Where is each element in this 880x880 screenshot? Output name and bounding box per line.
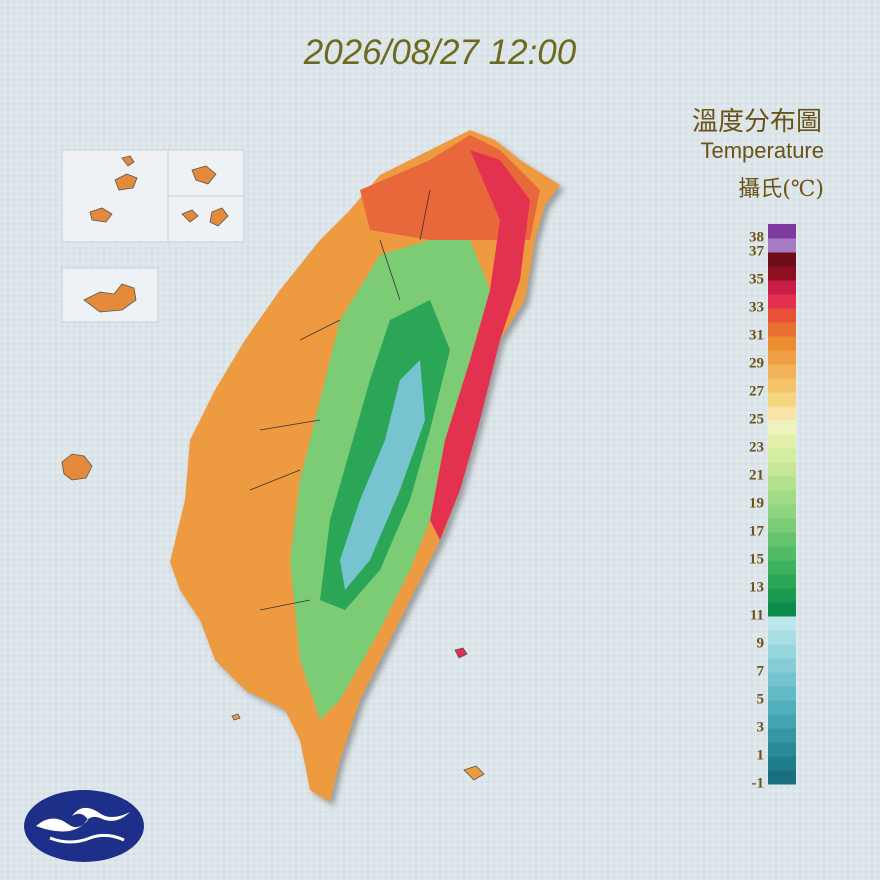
small-islands bbox=[61, 453, 485, 781]
legend-color bbox=[768, 490, 796, 505]
legend-tick-label: 1 bbox=[757, 747, 765, 763]
legend-tick-label: 19 bbox=[749, 495, 764, 511]
legend-tick-label: -1 bbox=[752, 775, 765, 791]
legend-color bbox=[768, 434, 796, 449]
legend-tick-label: 9 bbox=[757, 635, 765, 651]
logo bbox=[24, 790, 144, 862]
legend-color bbox=[768, 406, 796, 421]
legend-tick-label: 21 bbox=[749, 467, 764, 483]
legend-color bbox=[768, 560, 796, 575]
taiwan-island bbox=[170, 130, 560, 802]
map-title: 2026/08/27 12:00 bbox=[303, 33, 577, 72]
legend-color bbox=[768, 294, 796, 309]
legend-color bbox=[768, 728, 796, 743]
legend-color bbox=[768, 462, 796, 477]
legend-color bbox=[768, 266, 796, 281]
legend-color bbox=[768, 280, 796, 295]
legend-tick-label: 13 bbox=[749, 579, 764, 595]
legend-color bbox=[768, 252, 796, 267]
legend-color bbox=[768, 518, 796, 533]
legend-color bbox=[768, 476, 796, 491]
legend-color bbox=[768, 448, 796, 463]
legend-tick-label: 33 bbox=[749, 299, 764, 315]
legend-color bbox=[768, 714, 796, 729]
island-insets bbox=[61, 149, 245, 323]
legend-color bbox=[768, 224, 796, 239]
legend-color bbox=[768, 630, 796, 645]
legend-color bbox=[768, 756, 796, 771]
legend-color bbox=[768, 658, 796, 673]
legend-color bbox=[768, 588, 796, 603]
legend-tick-label: 29 bbox=[749, 355, 764, 371]
legend-tick-label: 31 bbox=[749, 327, 764, 343]
legend-color bbox=[768, 322, 796, 337]
legend-color bbox=[768, 616, 796, 631]
legend-color bbox=[768, 350, 796, 365]
legend-tick-label: 23 bbox=[749, 439, 764, 455]
legend: 溫度分布圖 Temperature 攝氏(℃) 3837353331292725… bbox=[692, 107, 824, 791]
legend-tick-label: 3 bbox=[757, 719, 765, 735]
legend-color bbox=[768, 672, 796, 687]
legend-tick-label: 7 bbox=[757, 663, 765, 679]
legend-tick-label: 25 bbox=[749, 411, 764, 427]
legend-tick-label: 37 bbox=[749, 243, 765, 259]
legend-color bbox=[768, 742, 796, 757]
legend-tick-label: 35 bbox=[749, 271, 764, 287]
legend-color bbox=[768, 392, 796, 407]
legend-tick-label: 15 bbox=[749, 551, 764, 567]
legend-color bbox=[768, 686, 796, 701]
legend-color bbox=[768, 238, 796, 253]
legend-color bbox=[768, 644, 796, 659]
legend-color bbox=[768, 546, 796, 561]
legend-tick-label: 11 bbox=[750, 607, 764, 623]
legend-color bbox=[768, 420, 796, 435]
legend-tick-label: 17 bbox=[749, 523, 765, 539]
legend-color bbox=[768, 700, 796, 715]
legend-tick-label: 38 bbox=[749, 229, 764, 245]
legend-color bbox=[768, 308, 796, 323]
legend-color bbox=[768, 532, 796, 547]
legend-color bbox=[768, 504, 796, 519]
legend-color bbox=[768, 364, 796, 379]
legend-tick-label: 27 bbox=[749, 383, 765, 399]
legend-subtitle: Temperature bbox=[700, 138, 824, 163]
legend-color bbox=[768, 602, 796, 617]
legend-color bbox=[768, 770, 796, 785]
legend-title: 溫度分布圖 bbox=[692, 107, 822, 137]
legend-color bbox=[768, 378, 796, 393]
legend-color bbox=[768, 336, 796, 351]
legend-color bbox=[768, 574, 796, 589]
legend-unit: 攝氏(℃) bbox=[738, 177, 824, 202]
legend-tick-label: 5 bbox=[757, 691, 765, 707]
